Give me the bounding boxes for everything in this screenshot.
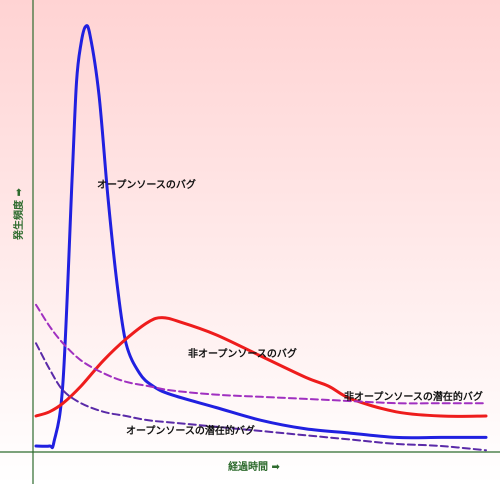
series-label-open-source-bugs: オープンソースのバグ	[97, 178, 196, 191]
series-line-open-source-bugs	[34, 24, 488, 450]
label-layer: オープンソースのバグ 非オープンソースのバグ 非オープンソースの潜在的バグ オー…	[97, 178, 483, 437]
series-label-open-source-latent-bugs: オープンソースの潜在的バグ	[126, 424, 255, 437]
series-line-non-open-source-bugs	[34, 316, 488, 418]
y-axis-label: 発生頻度 ➡	[12, 187, 25, 240]
series-layer	[34, 24, 488, 452]
series-line-open-source-latent-bugs	[35, 342, 487, 452]
series-line-non-open-source-latent-bugs	[35, 303, 487, 405]
series-label-non-open-source-bugs: 非オープンソースのバグ	[188, 347, 297, 360]
series-label-non-open-source-latent-bugs: 非オープンソースの潜在的バグ	[344, 390, 483, 403]
x-axis-label: 経過時間 ➡	[228, 460, 280, 473]
